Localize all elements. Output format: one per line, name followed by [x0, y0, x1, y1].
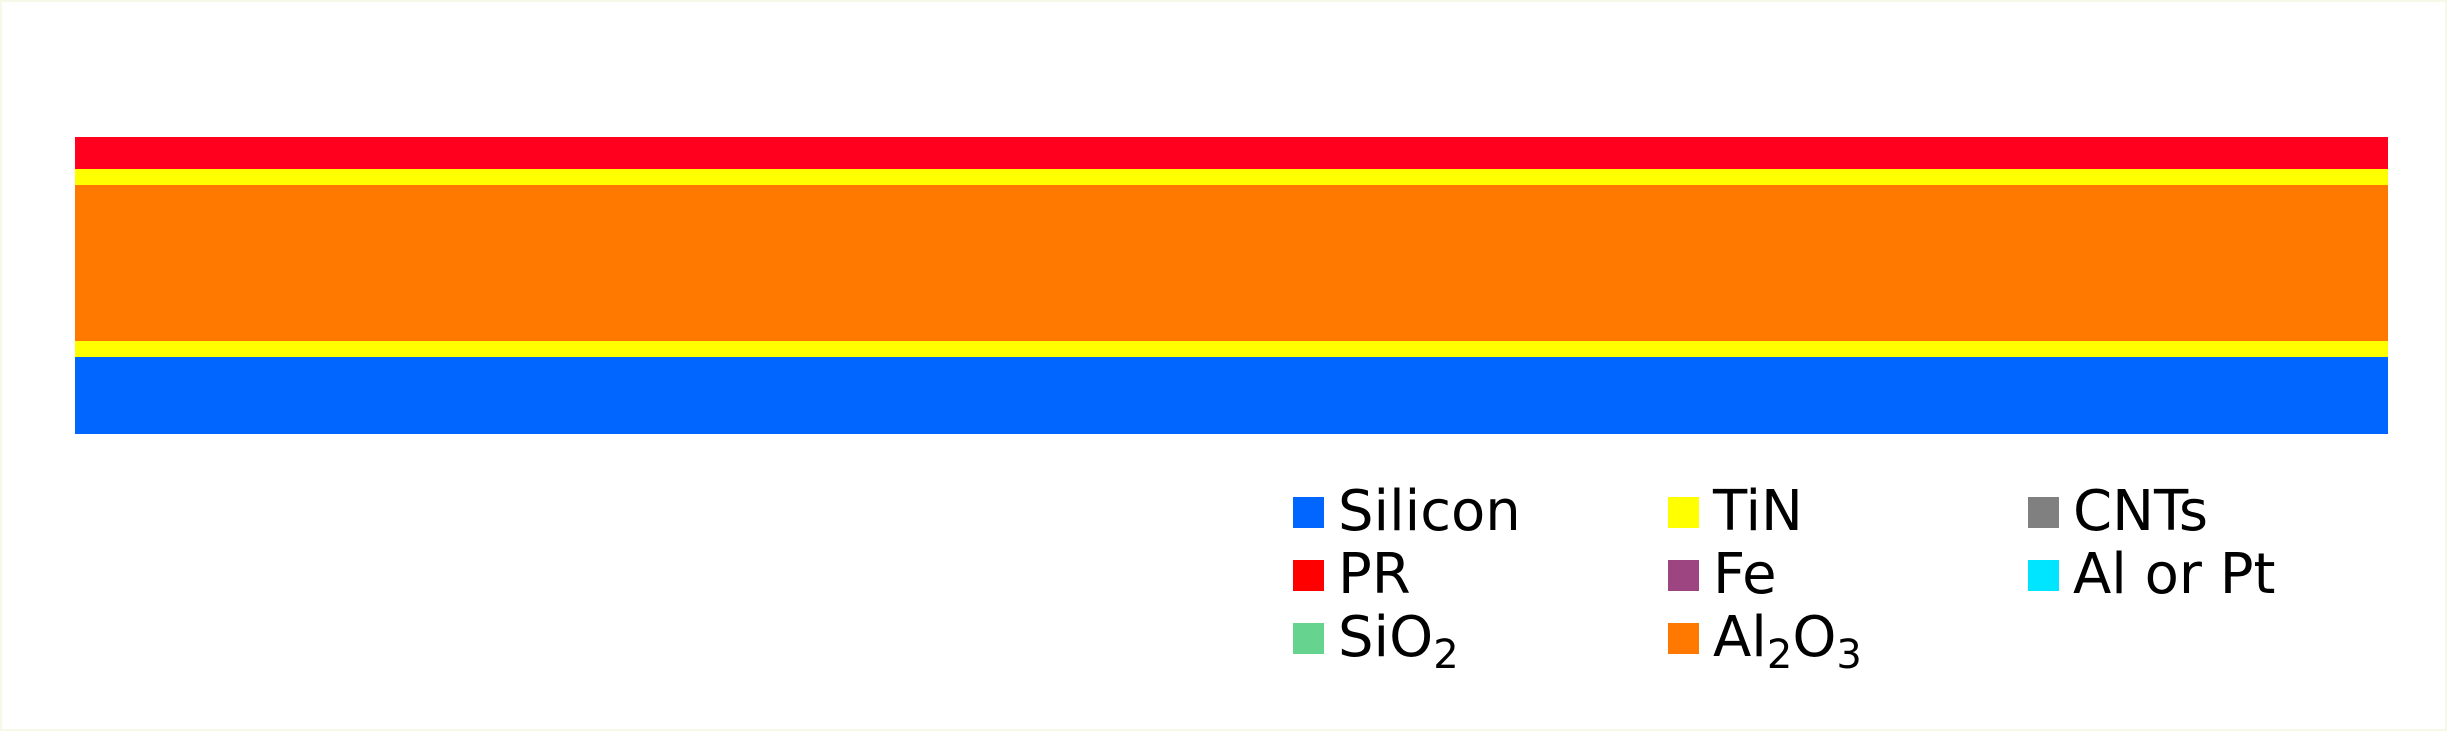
legend-item-tin: TiN: [1668, 482, 1803, 542]
legend-swatch-fe: [1668, 559, 1699, 591]
legend-label-fe: Fe: [1713, 542, 1777, 607]
layer-al2o3: [75, 185, 2388, 341]
legend-item-fe: Fe: [1668, 545, 1777, 605]
legend-label-silicon: Silicon: [1338, 479, 1521, 544]
legend-label-sio2: SiO2: [1338, 605, 1459, 678]
legend-item-al2o3: Al2O3: [1668, 605, 1862, 678]
legend-item-silicon: Silicon: [1293, 482, 1521, 542]
legend-swatch-cnts: [2028, 496, 2059, 528]
legend-label-al-or-pt: Al or Pt: [2073, 542, 2276, 607]
legend-label-al2o3: Al2O3: [1713, 605, 1862, 678]
legend-swatch-sio2: [1293, 622, 1324, 654]
layer-silicon: [75, 357, 2388, 434]
legend-label-cnts: CNTs: [2073, 479, 2209, 544]
legend-item-pr: PR: [1293, 545, 1411, 605]
legend-swatch-silicon: [1293, 496, 1324, 528]
legend-label-pr: PR: [1338, 542, 1411, 607]
legend-item-sio2: SiO2: [1293, 605, 1459, 678]
layer-tin-bottom: [75, 341, 2388, 357]
legend-label-tin: TiN: [1713, 479, 1803, 544]
legend-item-cnts: CNTs: [2028, 482, 2208, 542]
legend-swatch-al2o3: [1668, 622, 1699, 654]
layer-pr: [75, 137, 2388, 169]
layer-tin-top: [75, 169, 2388, 185]
legend-swatch-pr: [1293, 559, 1324, 591]
legend-swatch-tin: [1668, 496, 1699, 528]
legend-item-al-or-pt: Al or Pt: [2028, 545, 2275, 605]
legend-swatch-al-or-pt: [2028, 559, 2059, 591]
layer-stack: [75, 137, 2388, 434]
